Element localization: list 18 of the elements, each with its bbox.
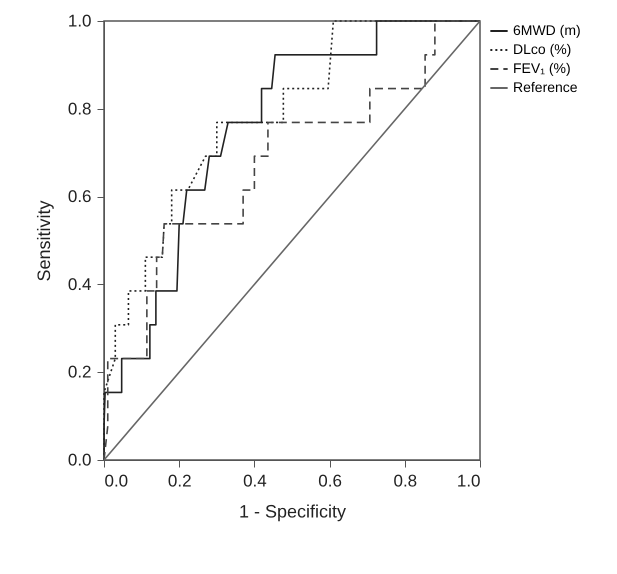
x-tick-label: 0.0 [104,472,128,490]
legend-label: FEV₁ (%) [513,60,571,76]
x-tick-label: 0.6 [318,472,342,490]
x-tick-label: 0.2 [168,472,192,490]
y-tick-label: 0.4 [68,274,92,294]
legend-label: Reference [513,79,578,95]
y-axis-title: Sensitivity [34,200,54,282]
legend-label: DLco (%) [513,41,572,57]
y-tick-label: 0.2 [68,362,92,382]
y-tick-label: 0.8 [68,99,92,118]
y-tick-label: 0.0 [68,450,92,470]
x-tick-label: 1.0 [456,472,480,490]
x-tick-label: 0.8 [393,472,418,490]
y-tick-label: 0.6 [68,187,92,206]
x-tick-label: 0.4 [243,472,267,490]
y-tick-label: 1.0 [68,12,92,30]
x-axis-title: 1 - Specificity [238,502,346,522]
legend-label: 6MWD (m) [513,22,581,38]
